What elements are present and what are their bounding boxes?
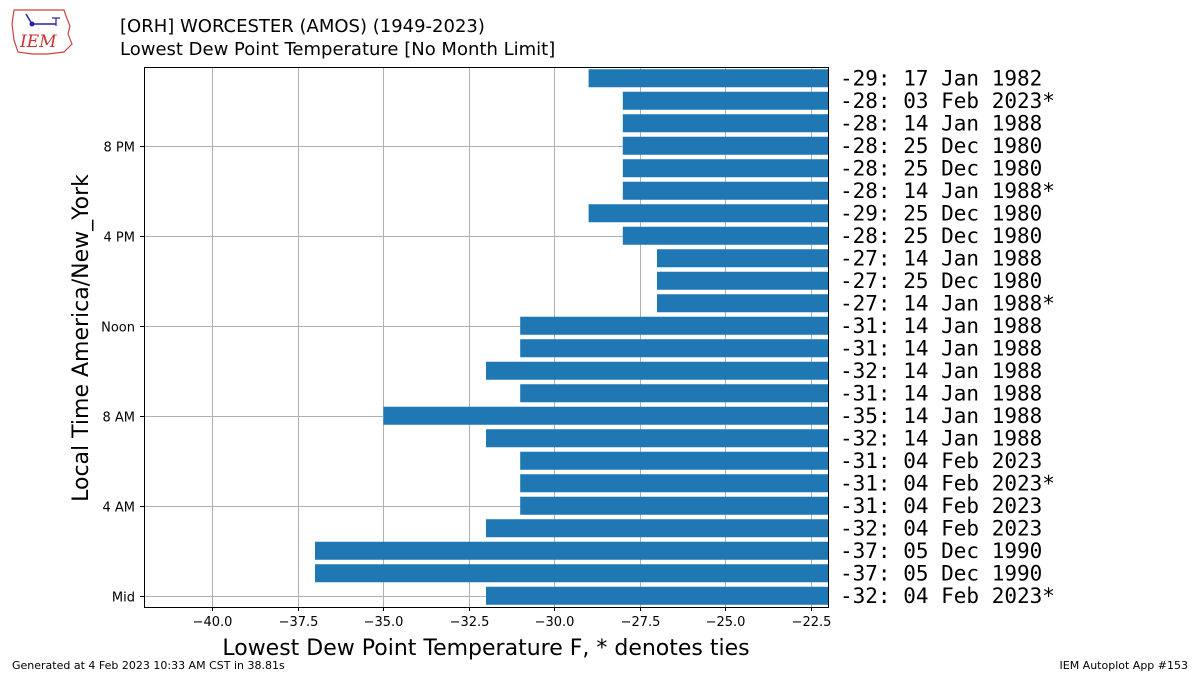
x-tick-label: −22.5 [792, 615, 832, 630]
x-tick-label: −35.0 [364, 615, 404, 630]
bar-label: -37: 05 Dec 1990 [840, 561, 1042, 585]
bar [622, 114, 828, 133]
bar [622, 136, 828, 155]
bar [486, 519, 828, 538]
bar-label: -37: 05 Dec 1990 [840, 539, 1042, 563]
bar [520, 451, 828, 470]
x-axis-label: Lowest Dew Point Temperature F, * denote… [222, 636, 749, 661]
bar [657, 271, 828, 290]
bar-label: -32: 04 Feb 2023* [840, 584, 1055, 608]
footer-generated: Generated at 4 Feb 2023 10:33 AM CST in … [12, 659, 285, 672]
bar-label: -28: 14 Jan 1988 [840, 111, 1042, 135]
y-tick-label: 4 AM [102, 501, 135, 516]
bar [520, 384, 828, 403]
bar [383, 406, 828, 425]
bar [486, 361, 828, 380]
x-tick-label: −32.5 [450, 615, 490, 630]
y-tick-label: 8 AM [102, 411, 135, 426]
bar-label: -28: 25 Dec 1980 [840, 156, 1042, 180]
bar-label: -35: 14 Jan 1988 [840, 404, 1042, 428]
bar [588, 204, 828, 223]
bar-label: -28: 25 Dec 1980 [840, 134, 1042, 158]
bar-label: -27: 25 Dec 1980 [840, 269, 1042, 293]
bar [622, 181, 828, 200]
plot-frame [144, 67, 829, 608]
bar-label: -31: 14 Jan 1988 [840, 336, 1042, 360]
bar [657, 294, 828, 313]
y-tick-label: 8 PM [104, 141, 135, 156]
bar-label: -28: 14 Jan 1988* [840, 179, 1055, 203]
bar-label: -32: 14 Jan 1988 [840, 426, 1042, 450]
bar-label: -31: 04 Feb 2023 [840, 494, 1042, 518]
x-tick-label: −27.5 [621, 615, 661, 630]
bar-label: -28: 03 Feb 2023* [840, 89, 1055, 113]
bar-label: -27: 14 Jan 1988* [840, 291, 1055, 315]
bar-label: -27: 14 Jan 1988 [840, 246, 1042, 270]
y-tick-label: Mid [112, 591, 135, 606]
bar [622, 91, 828, 110]
y-tick-label: 4 PM [104, 231, 135, 246]
y-tick-label: Noon [101, 321, 135, 336]
bar-label: -28: 25 Dec 1980 [840, 224, 1042, 248]
bar [520, 316, 828, 335]
bar [315, 564, 828, 583]
footer-app: IEM Autoplot App #153 [1059, 659, 1189, 672]
bar-label: -31: 14 Jan 1988 [840, 381, 1042, 405]
x-tick-label: −37.5 [279, 615, 319, 630]
x-tick-label: −40.0 [193, 615, 233, 630]
bar [622, 159, 828, 178]
bar-label: -32: 14 Jan 1988 [840, 359, 1042, 383]
bar [486, 429, 828, 448]
bar [486, 586, 828, 605]
chart-subtitle: Lowest Dew Point Temperature [No Month L… [120, 39, 556, 60]
bar [622, 226, 828, 245]
bar [520, 339, 828, 358]
x-tick-label: −25.0 [706, 615, 746, 630]
iem-logo-text: IEM [19, 32, 57, 52]
iem-logo: IEM [8, 4, 74, 62]
bar [520, 474, 828, 493]
bar-label: -31: 04 Feb 2023 [840, 449, 1042, 473]
x-tick-label: −30.0 [535, 615, 575, 630]
bar-label: -29: 17 Jan 1982 [840, 66, 1042, 90]
bar-label: -31: 04 Feb 2023* [840, 471, 1055, 495]
chart-title: [ORH] WORCESTER (AMOS) (1949-2023) [120, 16, 485, 37]
y-axis-label: Local Time America/New_York [69, 174, 94, 502]
bar [520, 496, 828, 515]
bar-label: -31: 14 Jan 1988 [840, 314, 1042, 338]
bar-label: -29: 25 Dec 1980 [840, 201, 1042, 225]
bar-label: -32: 04 Feb 2023 [840, 516, 1042, 540]
bar [588, 69, 828, 88]
bar [315, 541, 828, 560]
bar [657, 249, 828, 268]
